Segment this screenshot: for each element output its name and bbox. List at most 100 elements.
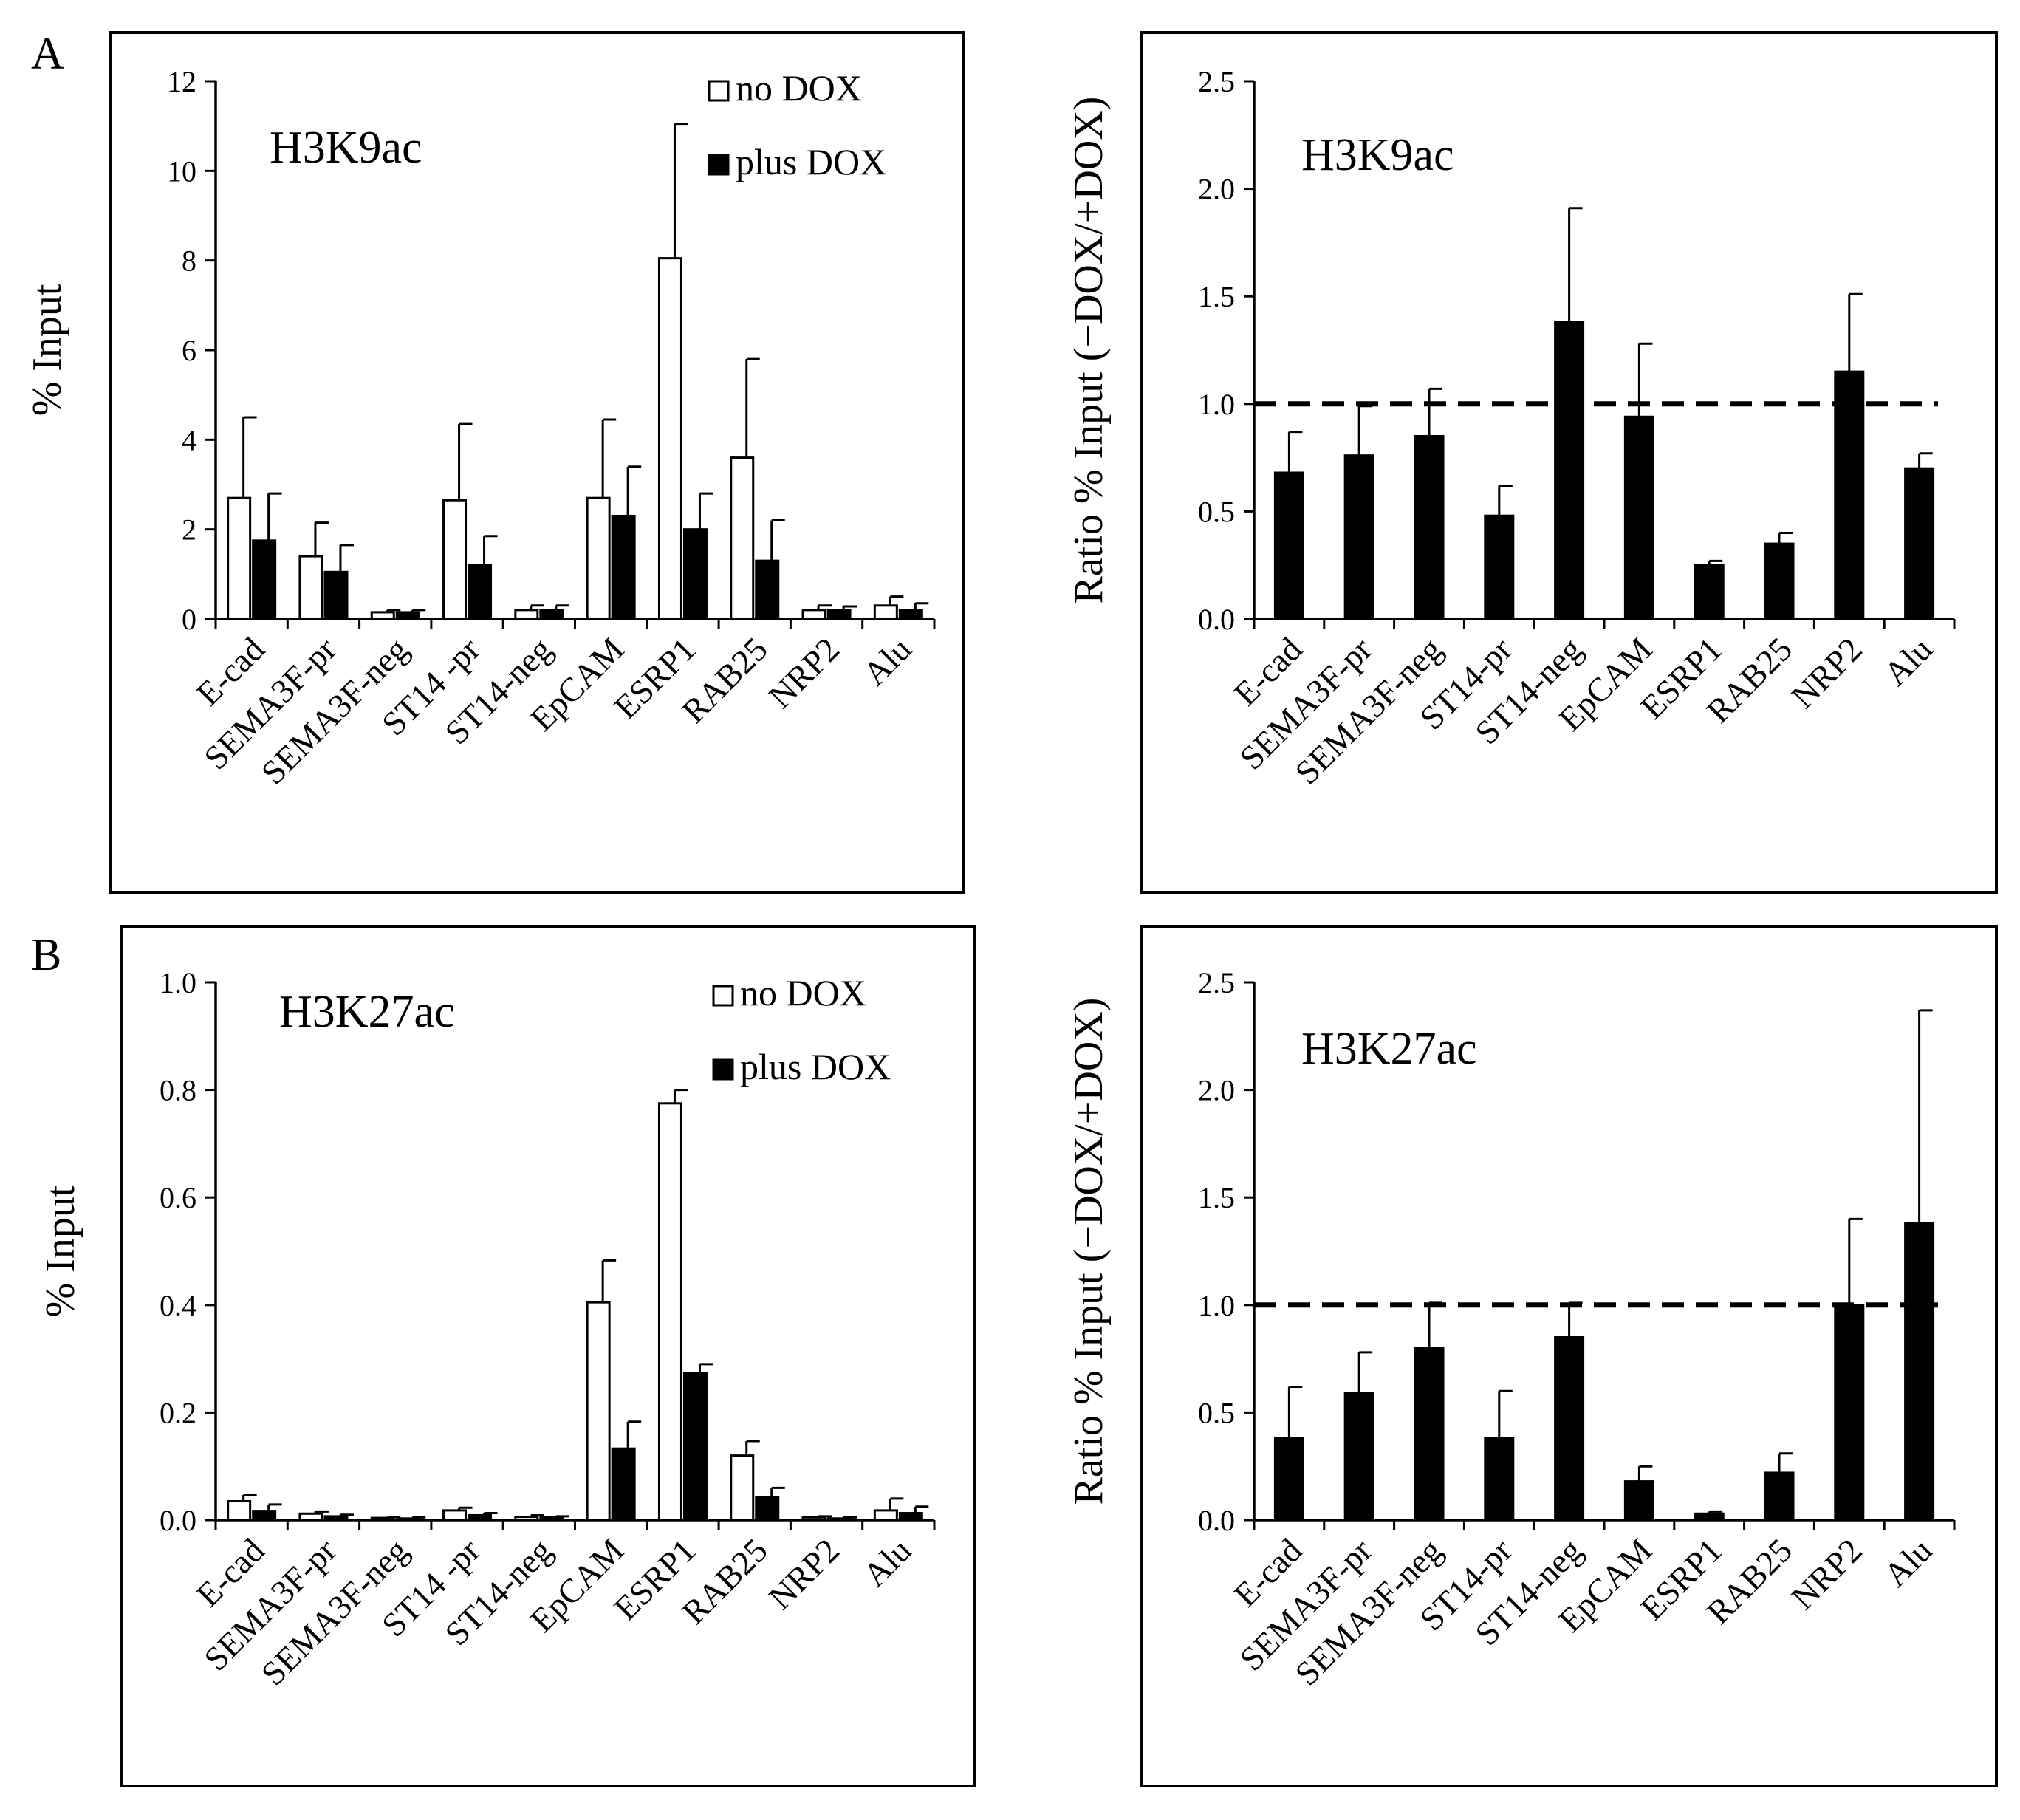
y-axis-label: % Input (38, 1185, 83, 1317)
bar (755, 559, 780, 620)
y-tick-label: 0 (182, 603, 196, 636)
bar (1623, 1480, 1654, 1522)
bar (873, 1509, 898, 1522)
bar (1343, 454, 1374, 620)
bar (1834, 370, 1865, 620)
bar (682, 528, 708, 620)
chart-a-left: H3K9ac% Input024681012E-cadSEMA3F-prSEMA… (24, 65, 936, 792)
y-tick-label: 2 (182, 513, 196, 547)
bar (1273, 1437, 1304, 1522)
y-tick-label: 1.0 (160, 966, 196, 999)
y-tick-label: 6 (182, 334, 196, 367)
x-tick-label: NRP2 (761, 1531, 847, 1617)
bar (539, 609, 564, 620)
bar (1764, 1471, 1795, 1522)
y-tick-label: 2.5 (1198, 966, 1235, 999)
y-tick-label: 2.5 (1198, 65, 1235, 98)
y-tick-label: 0.5 (1198, 1396, 1235, 1429)
bar (298, 555, 323, 620)
chart-a-right: H3K9ac Ratio % Input (−DOX/+DOX) 0.0 0.5 1.0… (1066, 65, 1956, 792)
legend-swatch (708, 154, 730, 176)
legend-swatch (708, 80, 730, 102)
bar (826, 609, 852, 620)
bar (586, 496, 611, 620)
bar (1554, 1335, 1585, 1522)
bar (657, 257, 682, 620)
y-tick-label: 0.4 (160, 1289, 196, 1322)
chart-title: H3K9ac (1301, 130, 1454, 180)
bar (755, 1496, 780, 1522)
y-tick-label: 0.6 (160, 1181, 196, 1214)
y-tick-label: 0.8 (160, 1074, 196, 1107)
bar (1484, 514, 1515, 620)
chart-frame-b-left (120, 925, 976, 1788)
bar (1273, 471, 1304, 620)
bar (1694, 564, 1725, 620)
bar (730, 456, 755, 620)
y-axis-label: Ratio % Input (−DOX/+DOX) (1066, 97, 1112, 604)
bar (1623, 415, 1654, 620)
y-tick-label: 4 (182, 423, 196, 456)
legend-label: no DOX (740, 972, 866, 1013)
bar (1764, 542, 1795, 620)
bar (442, 499, 468, 620)
chart-title: H3K27ac (1301, 1024, 1477, 1074)
x-tick-label: Alu (856, 630, 919, 693)
bar (611, 1447, 636, 1522)
y-tick-label: 1.0 (1198, 388, 1235, 421)
legend-swatch (712, 1058, 734, 1081)
bar (227, 496, 252, 620)
y-tick-label: 1.5 (1198, 280, 1235, 313)
bar (1343, 1392, 1374, 1522)
y-tick-label: 2.0 (1198, 173, 1235, 206)
legend-label: plus DOX (740, 1046, 891, 1087)
y-tick-label: 0.0 (160, 1504, 196, 1537)
bar (801, 609, 826, 620)
x-tick-label: NRP2 (1784, 630, 1869, 716)
bar (252, 1510, 277, 1522)
y-tick-label: 0.2 (160, 1396, 196, 1429)
bar (442, 1509, 468, 1522)
bar (1834, 1304, 1865, 1522)
panel-label-b: B (31, 930, 62, 980)
bar (1904, 1222, 1935, 1522)
y-tick-label: 1.0 (1198, 1289, 1235, 1322)
y-tick-label: 10 (167, 154, 196, 188)
legend-swatch (712, 985, 734, 1007)
bar (1414, 434, 1445, 620)
x-tick-label: NRP2 (761, 630, 847, 716)
chart-b-right: H3K27ac Ratio % Input (−DOX/+DOX) 0.0 0.5 1.… (1066, 966, 1956, 1693)
bar (873, 604, 898, 620)
legend-label: plus DOX (736, 141, 886, 182)
y-axis-label: Ratio % Input (−DOX/+DOX) (1066, 998, 1112, 1505)
bar (1414, 1347, 1445, 1522)
bar (323, 570, 349, 620)
bar (730, 1454, 755, 1522)
bar (227, 1500, 252, 1522)
panel-label-a: A (31, 29, 64, 79)
chart-frame-a-left (109, 31, 965, 894)
y-tick-label: 0.0 (1198, 603, 1235, 636)
y-tick-label: 12 (167, 65, 196, 98)
bar (252, 539, 277, 620)
legend-label: no DOX (736, 67, 862, 109)
y-tick-label: 0.0 (1198, 1504, 1235, 1537)
bar (898, 609, 923, 620)
bar (1554, 321, 1585, 620)
bar (611, 514, 636, 620)
bar (1484, 1437, 1515, 1522)
chart-b-left: H3K27ac% Input0.00.20.40.60.81.0E-cadSEM… (38, 966, 936, 1693)
bar (682, 1372, 708, 1522)
y-tick-label: 8 (182, 244, 196, 278)
bar (586, 1301, 611, 1522)
y-tick-label: 2.0 (1198, 1074, 1235, 1107)
chart-title: H3K9ac (270, 123, 422, 173)
x-tick-label: NRP2 (1784, 1531, 1869, 1617)
bar (1904, 467, 1935, 620)
chart-title: H3K27ac (279, 987, 455, 1037)
x-tick-label: Alu (1877, 1531, 1939, 1594)
y-axis-label: % Input (24, 284, 70, 416)
chart-frame-b-right (1140, 925, 1998, 1788)
